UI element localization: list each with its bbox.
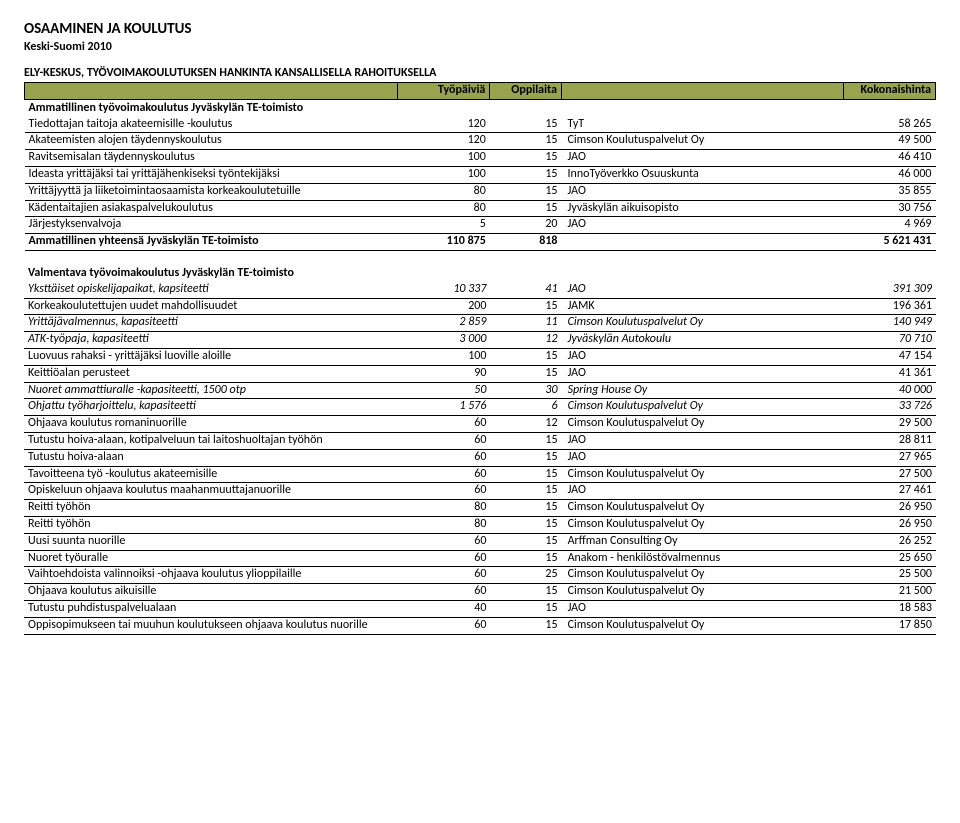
col-kokonaishinta: Kokonaishinta xyxy=(843,83,935,100)
table-row: Ravitsemisalan täydennyskoulutus10015JAO… xyxy=(25,150,936,167)
col-tyopaivia: Työpäiviä xyxy=(397,83,489,100)
page-title: OSAAMINEN JA KOULUTUS xyxy=(24,20,936,38)
table-row: Ideasta yrittäjäksi tai yrittäjähenkisek… xyxy=(25,166,936,183)
table-row: Nuoret ammattiuralle -kapasiteetti, 1500… xyxy=(24,382,936,399)
group1-title: Ammatillinen työvoimakoulutus Jyväskylän… xyxy=(25,99,936,116)
table-row: Tutustu puhdistuspalvelualaan4015JAO18 5… xyxy=(24,600,936,617)
section-title: ELY-KESKUS, TYÖVOIMAKOULUTUKSEN HANKINTA… xyxy=(24,66,936,80)
table-row: ATK-työpaja, kapasiteetti3 00012Jyväskyl… xyxy=(24,332,936,349)
table-row: Reitti työhön8015Cimson Koulutuspalvelut… xyxy=(24,516,936,533)
table-row: Kädentaitajien asiakaspalvelukoulutus801… xyxy=(25,200,936,217)
table-row: Oppisopimukseen tai muuhun koulutukseen … xyxy=(24,617,936,634)
table-row: Tavoitteena työ -koulutus akateemisille6… xyxy=(24,466,936,483)
table-row: Luovuus rahaksi - yrittäjäksi luoville a… xyxy=(24,348,936,365)
table-row: Vaihtoehdoista valinnoiksi -ohjaava koul… xyxy=(24,567,936,584)
table-group1: Työpäiviä Oppilaita Kokonaishinta Ammati… xyxy=(24,82,936,251)
table-row: Yksttäiset opiskelijapaikat, kapsiteetti… xyxy=(24,282,936,298)
table-row: Tutustu hoiva-alaan, kotipalveluun tai l… xyxy=(24,432,936,449)
page-subtitle: Keski-Suomi 2010 xyxy=(24,40,936,54)
table-row: Järjestyksenvalvoja520JAO4 969 xyxy=(25,217,936,234)
table-row: Reitti työhön8015Cimson Koulutuspalvelut… xyxy=(24,500,936,517)
table-row: Tutustu hoiva-alaan6015JAO27 965 xyxy=(24,449,936,466)
table-row: Uusi suunta nuorille6015Arffman Consulti… xyxy=(24,533,936,550)
group2-title: Valmentava työvoimakoulutus Jyväskylän T… xyxy=(24,265,936,282)
table-row: Korkeakoulutettujen uudet mahdollisuudet… xyxy=(24,298,936,315)
table-row: Nuoret työuralle6015Anakom - henkilöstöv… xyxy=(24,550,936,567)
table-row: Ohjaava koulutus romaninuorille6012Cimso… xyxy=(24,416,936,433)
col-oppilaita: Oppilaita xyxy=(490,83,562,100)
table-row: Tiedottajan taitoja akateemisille -koulu… xyxy=(25,117,936,133)
table-group2: Valmentava työvoimakoulutus Jyväskylän T… xyxy=(24,265,936,635)
table-row: Keittiöalan perusteet9015JAO41 361 xyxy=(24,365,936,382)
header-row: Työpäiviä Oppilaita Kokonaishinta xyxy=(25,83,936,100)
table-row: Yrittäjyyttä ja liiketoimintaosaamista k… xyxy=(25,183,936,200)
table-row: Yrittäjävalmennus, kapasiteetti2 85911Ci… xyxy=(24,315,936,332)
group1-total-row: Ammatillinen yhteensä Jyväskylän TE-toim… xyxy=(25,234,936,251)
table-row: Akateemisten alojen täydennyskoulutus120… xyxy=(25,133,936,150)
table-row: Ohjattu työharjoittelu, kapasiteetti1 57… xyxy=(24,399,936,416)
table-row: Ohjaava koulutus aikuisille6015Cimson Ko… xyxy=(24,584,936,601)
table-row: Opiskeluun ohjaava koulutus maahanmuutta… xyxy=(24,483,936,500)
